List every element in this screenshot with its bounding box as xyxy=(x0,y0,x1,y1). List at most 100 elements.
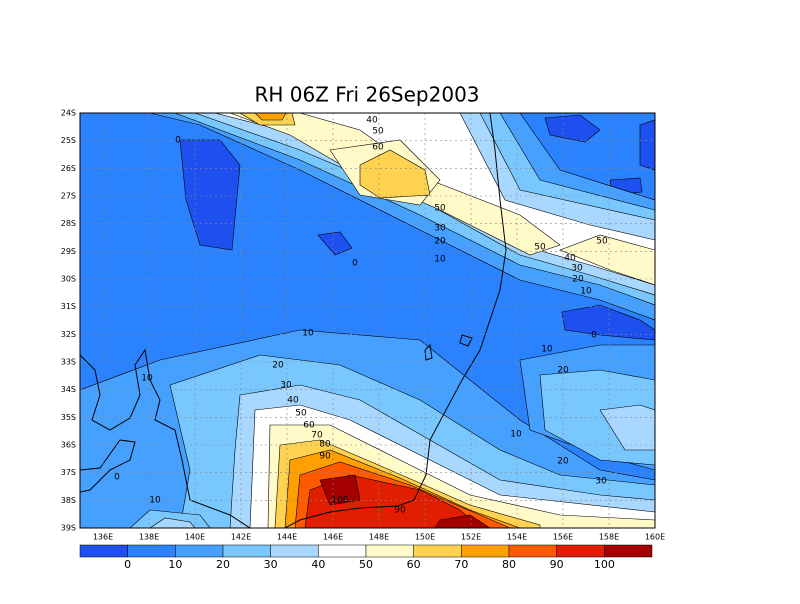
map-title: RH 06Z Fri 26Sep2003 xyxy=(254,83,479,107)
x-tick-label: 152E xyxy=(461,533,481,542)
contour-region xyxy=(359,149,431,199)
contour-label: 0 xyxy=(591,331,597,341)
contour-region xyxy=(561,304,655,341)
y-tick-label: 35S xyxy=(61,413,76,422)
x-tick-label: 142E xyxy=(231,533,251,542)
contour-region xyxy=(434,514,491,528)
contour-region xyxy=(639,119,655,171)
coast-line xyxy=(80,439,136,493)
y-tick-label: 36S xyxy=(61,441,76,450)
colorbar-box xyxy=(127,544,176,558)
contour-label: 10 xyxy=(510,430,522,440)
colorbar-label: 10 xyxy=(168,558,182,571)
y-tick-label: 27S xyxy=(61,192,76,201)
contour-label: 10 xyxy=(541,345,553,355)
y-tick-label: 38S xyxy=(61,496,76,505)
colorbar-label: 30 xyxy=(264,558,278,571)
contour-label: 50 xyxy=(534,243,546,253)
contour-region xyxy=(559,234,655,286)
contour-region xyxy=(179,139,241,251)
colorbar-box xyxy=(175,544,224,558)
contour-fields xyxy=(80,113,655,528)
contour-label: 0 xyxy=(175,136,181,146)
x-tick-label: 158E xyxy=(599,533,619,542)
contour-label: 0 xyxy=(352,259,358,269)
y-tick-label: 24S xyxy=(61,109,76,118)
x-tick-label: 156E xyxy=(553,533,573,542)
x-tick-label: 154E xyxy=(507,533,527,542)
colorbar-box xyxy=(318,544,367,558)
contour-label: 90 xyxy=(394,506,406,516)
colorbar-box xyxy=(365,544,414,558)
colorbar-box xyxy=(461,544,510,558)
contour-label: 10 xyxy=(580,287,592,297)
colorbar-label: 100 xyxy=(594,558,615,571)
y-tick-label: 39S xyxy=(61,524,76,533)
colorbar-label: 50 xyxy=(359,558,373,571)
contour-region xyxy=(544,114,601,143)
y-tick-label: 32S xyxy=(61,330,76,339)
plot-frame xyxy=(79,112,656,529)
colorbar-box xyxy=(556,544,605,558)
contour-region xyxy=(599,404,655,451)
contour-label: 10 xyxy=(302,329,314,339)
x-tick-label: 144E xyxy=(277,533,297,542)
contour-label: 20 xyxy=(557,366,569,376)
y-tick-label: 33S xyxy=(61,358,76,367)
x-tick-label: 146E xyxy=(323,533,343,542)
coastline xyxy=(80,113,507,528)
coast-line xyxy=(80,348,251,528)
x-tick-label: 138E xyxy=(139,533,159,542)
contour-label: 50 xyxy=(434,204,446,214)
contour-label: 40 xyxy=(564,254,576,264)
colorbar-box xyxy=(413,544,462,558)
colorbar-box xyxy=(508,544,557,558)
y-tick-label: 30S xyxy=(61,275,76,284)
y-tick-label: 37S xyxy=(61,468,76,477)
x-tick-label: 140E xyxy=(185,533,205,542)
contour-label: 20 xyxy=(434,237,446,247)
contour-label: 30 xyxy=(571,264,583,274)
y-tick-label: 34S xyxy=(61,385,76,394)
colorbar-box xyxy=(79,544,128,558)
contour-label: 30 xyxy=(595,477,607,487)
y-tick-label: 25S xyxy=(61,136,76,145)
contour-label: 30 xyxy=(434,224,446,234)
x-tick-label: 160E xyxy=(645,533,665,542)
contour-label: 10 xyxy=(434,255,446,265)
coast-line xyxy=(284,113,507,528)
contour-region xyxy=(319,474,361,506)
contour-label: 100 xyxy=(331,496,348,506)
colorbar-box xyxy=(270,544,319,558)
contour-label: 50 xyxy=(295,409,307,419)
colorbar: 0 10 20 30 40 50 60 70 80 90 100 xyxy=(79,544,653,571)
contour-label: 70 xyxy=(311,431,323,441)
contour-label: 20 xyxy=(272,361,284,371)
contour-label: 20 xyxy=(572,275,584,285)
colorbar-box xyxy=(222,544,271,558)
contour-label: 10 xyxy=(141,374,153,384)
contour-label: 80 xyxy=(319,440,331,450)
y-tick-label: 29S xyxy=(61,247,76,256)
contour-label: 60 xyxy=(303,421,315,431)
contour-region xyxy=(317,231,353,256)
contour-label: 50 xyxy=(372,127,384,137)
y-tick-label: 28S xyxy=(61,219,76,228)
x-tick-label: 150E xyxy=(415,533,435,542)
contour-label: 60 xyxy=(372,143,384,153)
contour-labels: 4050605030201000504030201050010102010203… xyxy=(114,116,608,516)
contour-label: 10 xyxy=(149,496,161,506)
contour-label: 30 xyxy=(280,381,292,391)
colorbar-box xyxy=(604,544,653,558)
x-tick-label: 136E xyxy=(93,533,113,542)
colorbar-label: 60 xyxy=(407,558,421,571)
contour-label: 0 xyxy=(114,473,120,483)
contour-label: 40 xyxy=(287,396,299,406)
colorbar-label: 20 xyxy=(216,558,230,571)
y-tick-label: 31S xyxy=(61,302,76,311)
colorbar-label: 80 xyxy=(502,558,516,571)
contour-label: 50 xyxy=(596,237,608,247)
contour-label: 90 xyxy=(319,452,331,462)
colorbar-label: 40 xyxy=(311,558,325,571)
